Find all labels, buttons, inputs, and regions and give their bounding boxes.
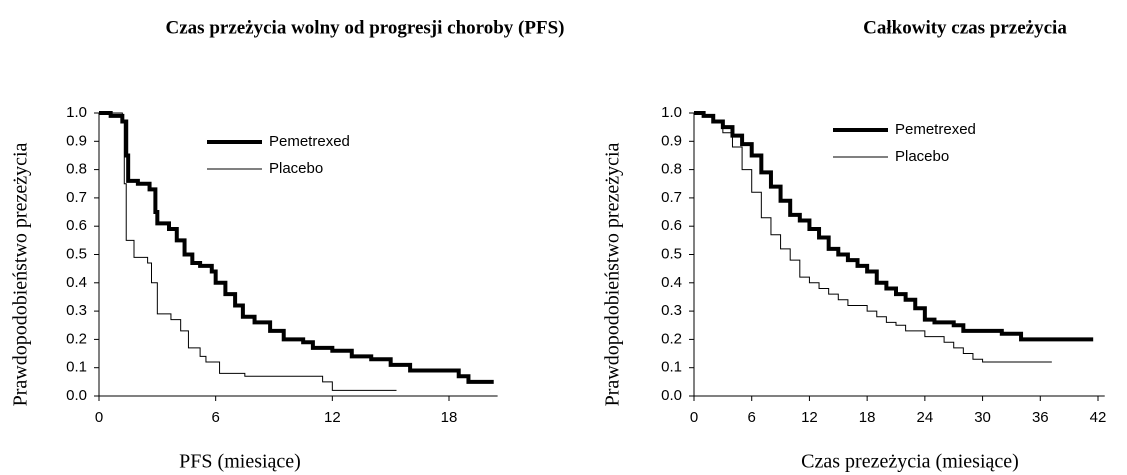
y-tick-label: 0.7 xyxy=(661,189,682,206)
y-tick-label: 1.0 xyxy=(661,104,682,121)
x-tick-label: 6 xyxy=(211,409,219,426)
y-tick-label: 0.6 xyxy=(661,217,682,234)
chart-title: Całkowity czas przeżycia xyxy=(863,17,1067,38)
y-tick-label: 0.6 xyxy=(66,217,87,234)
x-axis-label: PFS (miesiące) xyxy=(179,451,301,473)
y-tick-label: 0.2 xyxy=(66,330,87,347)
y-tick-label: 0.8 xyxy=(661,161,682,178)
x-tick-label: 0 xyxy=(690,409,698,426)
y-tick-label: 1.0 xyxy=(66,104,87,121)
y-tick-label: 0.3 xyxy=(661,302,682,319)
y-axis-label: Prawdopodobieństwo prezeżycia xyxy=(10,142,32,406)
y-tick-label: 0.1 xyxy=(661,359,682,376)
legend-label: Pemetrexed xyxy=(895,121,976,138)
x-tick-label: 36 xyxy=(1032,409,1049,426)
x-tick-label: 12 xyxy=(324,409,341,426)
x-tick-label: 6 xyxy=(748,409,756,426)
y-tick-label: 0.4 xyxy=(661,274,682,291)
y-tick-label: 0.9 xyxy=(66,132,87,149)
survival-curve xyxy=(694,112,1052,363)
y-tick-label: 0.9 xyxy=(661,132,682,149)
chart-title: Czas przeżycia wolny od progresji chorob… xyxy=(166,17,565,38)
y-tick-label: 0.1 xyxy=(66,359,87,376)
y-tick-label: 0.5 xyxy=(66,245,87,262)
x-tick-label: 42 xyxy=(1090,409,1107,426)
survival-curve xyxy=(99,112,397,391)
y-tick-label: 0.0 xyxy=(66,387,87,404)
y-tick-label: 0.4 xyxy=(66,274,87,291)
x-axis-label: Czas prezeżycia (miesiące) xyxy=(801,451,1019,473)
x-tick-label: 12 xyxy=(801,409,818,426)
y-tick-label: 0.0 xyxy=(661,387,682,404)
x-tick-label: 18 xyxy=(859,409,876,426)
y-tick-label: 0.5 xyxy=(661,245,682,262)
y-axis-label: Prawdopodobieństwo prezeżycia xyxy=(602,142,624,406)
legend-label: Placebo xyxy=(895,148,949,165)
survival-curve xyxy=(694,111,1094,342)
legend-label: Pemetrexed xyxy=(269,133,350,150)
y-tick-label: 0.7 xyxy=(66,189,87,206)
x-tick-label: 30 xyxy=(974,409,991,426)
x-tick-label: 18 xyxy=(441,409,458,426)
y-tick-label: 0.3 xyxy=(66,302,87,319)
y-tick-label: 0.8 xyxy=(66,161,87,178)
legend-label: Placebo xyxy=(269,160,323,177)
y-tick-label: 0.2 xyxy=(661,330,682,347)
survival-curve xyxy=(99,111,494,384)
x-tick-label: 0 xyxy=(95,409,103,426)
x-tick-label: 24 xyxy=(917,409,934,426)
